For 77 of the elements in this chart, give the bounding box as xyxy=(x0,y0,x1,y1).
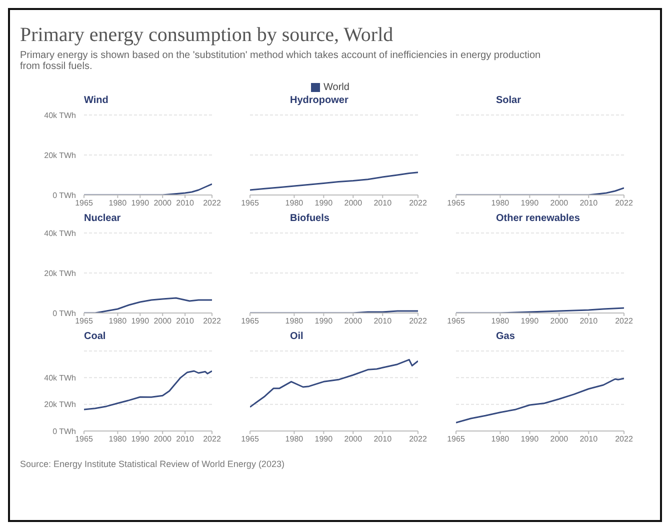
x-tick-label: 1990 xyxy=(131,434,150,444)
x-tick-label: 2010 xyxy=(374,434,392,444)
x-tick-label: 1980 xyxy=(108,198,128,208)
x-tick-label: 2022 xyxy=(409,198,428,208)
x-tick-label: 2010 xyxy=(176,316,194,326)
x-tick-label: 2022 xyxy=(615,316,634,326)
x-tick-label: 2000 xyxy=(550,198,569,208)
legend-label: World xyxy=(324,82,350,93)
x-tick-label: 2010 xyxy=(176,198,194,208)
text: Primary energy is shown based on the 'substitution' method which takes account of inefficiencies in energy production from fossil fuels. xyxy=(20,50,542,72)
text: Primary energy consumption by source, World xyxy=(20,24,394,47)
x-tick-label: 1980 xyxy=(108,434,128,444)
y-tick-label: 20k TWh xyxy=(44,400,76,410)
x-tick-label: 2022 xyxy=(615,434,634,444)
x-tick-label: 1965 xyxy=(447,316,466,326)
y-tick-label: 0 TWh xyxy=(52,426,76,436)
x-tick-label: 2000 xyxy=(550,316,569,326)
x-tick-label: 2010 xyxy=(374,198,392,208)
chart-title: Wind xyxy=(84,95,110,108)
x-tick-label: 2010 xyxy=(580,316,598,326)
x-tick-label: 2022 xyxy=(203,434,222,444)
x-tick-label: 2010 xyxy=(580,198,598,208)
x-tick-label: 2022 xyxy=(203,316,222,326)
y-tick-label: 20k TWh xyxy=(44,150,76,160)
x-tick-label: 2000 xyxy=(344,316,363,326)
x-tick-label: 1990 xyxy=(520,198,540,208)
y-tick-label: 40k TWh xyxy=(44,110,76,120)
chart-title: Coal xyxy=(84,331,107,344)
x-tick-label: 2000 xyxy=(344,198,363,208)
x-tick-label: 1980 xyxy=(491,198,510,208)
x-tick-label: 1990 xyxy=(314,198,334,208)
y-tick-label: 40k TWh xyxy=(44,374,76,383)
x-tick-label: 1980 xyxy=(491,316,510,326)
x-tick-label: 1965 xyxy=(241,434,260,444)
chart-title: Biofuels xyxy=(290,213,330,226)
x-tick-label: 2000 xyxy=(154,316,172,326)
chart-title: Nuclear xyxy=(84,213,122,226)
x-tick-label: 1980 xyxy=(108,316,128,326)
y-tick-label: 0 TWh xyxy=(52,308,76,318)
x-tick-label: 2022 xyxy=(409,434,428,444)
x-tick-label: 1990 xyxy=(131,316,150,326)
x-tick-label: 2010 xyxy=(580,434,598,444)
chart-title: Other renewables xyxy=(496,213,581,226)
x-tick-label: 2000 xyxy=(550,434,569,444)
chart-title: Hydropower xyxy=(290,95,350,108)
y-tick-label: 40k TWh xyxy=(44,228,76,238)
x-tick-label: 2010 xyxy=(374,316,392,326)
x-tick-label: 2000 xyxy=(344,434,363,444)
x-tick-label: 1980 xyxy=(285,316,304,326)
x-tick-label: 2000 xyxy=(154,198,172,208)
y-tick-label: 0 TWh xyxy=(52,190,76,200)
line-series xyxy=(84,370,212,410)
x-tick-label: 1980 xyxy=(285,198,304,208)
x-tick-label: 1965 xyxy=(75,434,94,444)
x-tick-label: 1990 xyxy=(520,434,540,444)
x-tick-label: 2022 xyxy=(615,198,634,208)
x-tick-label: 2010 xyxy=(176,434,194,444)
x-tick-label: 2000 xyxy=(154,434,172,444)
x-tick-label: 1965 xyxy=(447,434,466,444)
x-tick-label: 1990 xyxy=(314,316,334,326)
x-tick-label: 2022 xyxy=(203,198,222,208)
chart-title: Gas xyxy=(496,331,516,344)
x-tick-label: 1980 xyxy=(491,434,510,444)
x-tick-label: 1990 xyxy=(131,198,150,208)
x-tick-label: 1965 xyxy=(75,316,94,326)
x-tick-label: 1965 xyxy=(241,316,260,326)
x-tick-label: 1990 xyxy=(520,316,540,326)
x-tick-label: 1980 xyxy=(285,434,304,444)
x-tick-label: 2022 xyxy=(409,316,428,326)
x-tick-label: 1965 xyxy=(241,198,260,208)
x-tick-label: 1990 xyxy=(314,434,334,444)
x-tick-label: 1965 xyxy=(75,198,94,208)
x-tick-label: 1965 xyxy=(447,198,466,208)
y-tick-label: 20k TWh xyxy=(44,268,76,278)
source-note: Source: Energy Institute Statistical Review of World Energy (2023) xyxy=(20,459,286,469)
chart-title: Solar xyxy=(496,95,522,108)
chart-title: Oil xyxy=(290,331,304,344)
